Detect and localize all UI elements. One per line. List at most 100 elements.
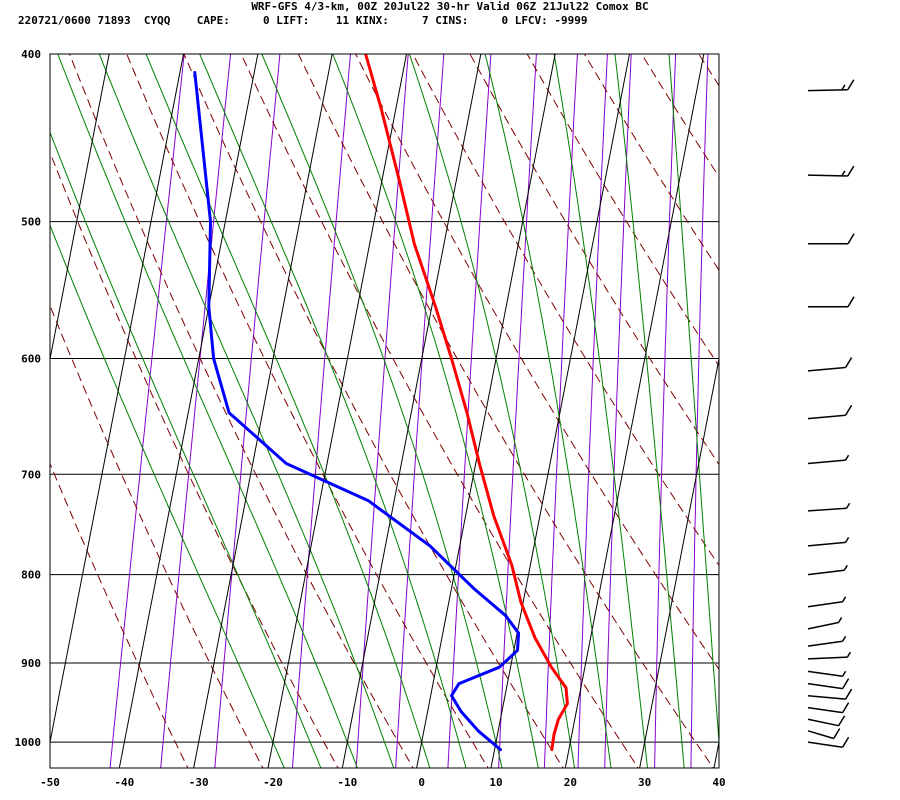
wind-barb-staff — [807, 507, 847, 512]
moist-adiabat--15 — [50, 130, 322, 768]
y-tick-label-400: 400 — [21, 48, 41, 61]
isotherm-lines — [50, 54, 719, 768]
wind-barb-910 — [807, 670, 847, 678]
wind-barb-flag-half — [843, 564, 848, 571]
wind-barb-flag-half — [841, 84, 846, 91]
x-tick-label--20: -20 — [263, 776, 283, 789]
wind-barb-staff — [807, 670, 843, 678]
mixing-ratio-1 — [291, 54, 352, 768]
wind-barb-flag-full — [841, 736, 850, 748]
dewpoint-point-14 — [213, 358, 215, 359]
x-tick-label--50: -50 — [40, 776, 60, 789]
temperature-point-7 — [520, 601, 522, 603]
dewpoint-point-5 — [498, 666, 500, 668]
mixing-ratio-lines — [109, 54, 709, 768]
isotherm-30 — [639, 356, 719, 768]
wind-barb-650 — [807, 404, 853, 420]
dewpoint-point-10 — [429, 545, 431, 547]
mixing-ratio-16 — [577, 54, 608, 768]
y-tick-label-900: 900 — [21, 657, 41, 670]
dry-adiabat-250 — [50, 304, 264, 768]
dewpoint-point-0 — [500, 749, 501, 751]
wind-barb-staff — [807, 541, 846, 547]
temperature-point-15 — [399, 182, 401, 184]
wind-barb-staff — [807, 600, 843, 608]
plot-frame — [49, 53, 720, 769]
wind-barb-610 — [807, 357, 853, 372]
wind-barb-470 — [807, 165, 855, 177]
wind-barb-860 — [807, 617, 843, 630]
wind-barb-staff — [807, 694, 846, 700]
wind-barb-flag-full — [847, 165, 855, 177]
dry-adiabat-240 — [50, 462, 189, 768]
dewpoint-point-13 — [228, 412, 230, 414]
wind-barb-staff — [807, 459, 846, 465]
y-tick-label-500: 500 — [21, 216, 41, 229]
temperature-point-16 — [380, 107, 382, 109]
dewpoint-point-7 — [518, 632, 520, 634]
dry-adiabat-300 — [240, 54, 639, 768]
dry-adiabat-410 — [844, 16, 900, 786]
moist-adiabat-5 — [199, 54, 467, 768]
moist-adiabat-15 — [332, 54, 539, 768]
wind-barb-895 — [807, 651, 852, 660]
y-tick-label-800: 800 — [21, 569, 41, 582]
profile-series — [193, 54, 569, 752]
wind-barb-flag-full — [844, 404, 853, 416]
wind-barb-flag-full — [841, 678, 850, 689]
y-tick-label-1000: 1000 — [15, 736, 42, 749]
x-tick-label-40: 40 — [712, 776, 725, 789]
isotherm-20 — [564, 54, 705, 768]
mixing-ratio-20 — [604, 54, 632, 768]
mixing-ratio-0.1 — [109, 54, 185, 768]
temperature-point-0 — [551, 749, 553, 751]
mixing-ratio-30 — [654, 54, 677, 768]
wind-barb-staff — [807, 640, 843, 647]
moist-adiabat-20 — [408, 54, 576, 768]
wind-barb-flag-half — [841, 670, 847, 677]
moist-adiabat-30 — [553, 54, 649, 768]
wind-barb-420 — [807, 79, 855, 92]
wind-barb-flag-half — [844, 537, 850, 543]
chart-title-line: WRF-GFS 4/3-km, 00Z 20Jul22 30-hr Valid … — [251, 0, 649, 13]
temperature-point-14 — [413, 243, 415, 245]
wind-barb-925 — [807, 678, 850, 690]
wind-barb-staff — [807, 741, 843, 748]
moist-adiabat-10 — [261, 54, 503, 768]
wind-barb-flag-full — [833, 728, 841, 739]
dewpoint-point-3 — [451, 695, 452, 697]
dewpoint-point-4 — [458, 683, 460, 685]
dry-adiabat-350 — [526, 54, 719, 367]
temperature-profile-line — [364, 54, 569, 752]
moist-adiabat-35 — [614, 54, 685, 768]
dry-adiabat-330 — [412, 54, 719, 567]
wind-barb-staff — [807, 718, 839, 727]
wind-barb-flag-half — [841, 635, 847, 642]
wind-barbs — [807, 79, 855, 748]
wind-barb-880 — [807, 635, 847, 647]
dewpoint-point-9 — [473, 588, 475, 589]
x-tick-label-10: 10 — [489, 776, 502, 789]
temperature-point-9 — [493, 515, 495, 517]
x-tick-label-0: 0 — [418, 776, 425, 789]
temperature-point-11 — [466, 412, 468, 414]
wind-barb-1000 — [807, 736, 850, 748]
wind-barb-770 — [807, 537, 850, 547]
mixing-ratio-12 — [543, 54, 578, 768]
isotherm--50 — [50, 54, 185, 745]
wind-barb-800 — [807, 564, 848, 576]
isotherm--60 — [50, 54, 110, 362]
mixing-ratio-8 — [498, 54, 537, 768]
isobar-lines — [50, 53, 719, 743]
dry-adiabat-320 — [355, 54, 719, 671]
dry-adiabat-270 — [68, 54, 414, 768]
mixing-ratio-5 — [447, 54, 492, 768]
wind-barb-staff — [807, 730, 834, 740]
wind-barb-staff — [807, 569, 845, 576]
dry-adiabat-370 — [641, 54, 719, 178]
temperature-point-13 — [435, 306, 436, 308]
wind-barb-staff — [807, 89, 848, 92]
mixing-ratio-40 — [690, 54, 709, 768]
dry-adiabat-290 — [183, 54, 564, 768]
wind-barb-735 — [807, 502, 851, 512]
